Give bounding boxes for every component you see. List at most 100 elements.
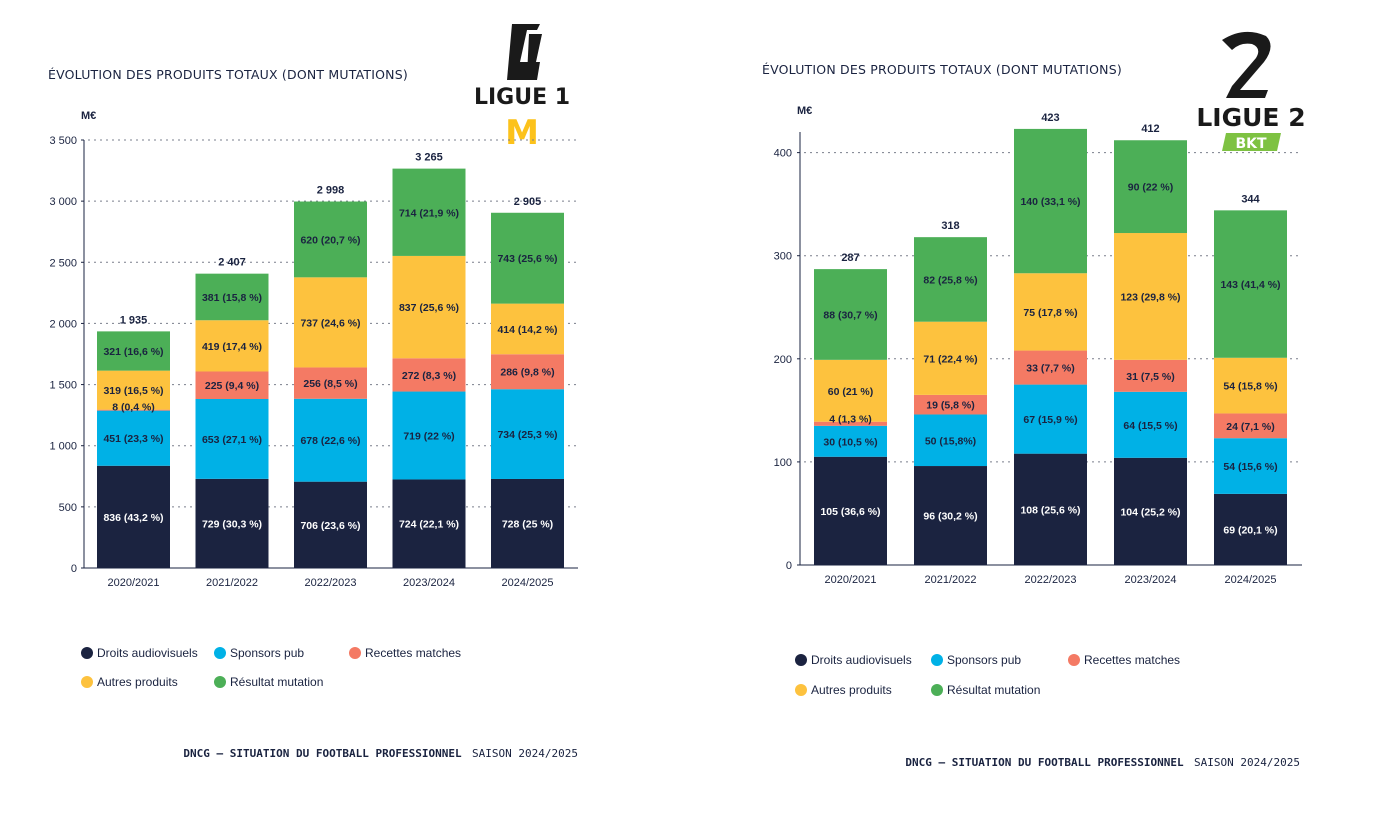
data-label-autres: 319 (16,5 %) [103, 385, 163, 397]
legend-ligue1: Droits audiovisuels Sponsors pub Recette… [81, 646, 461, 689]
y-axis-unit: M€ [81, 110, 96, 122]
bar-stack: 724 (22,1 %) 719 (22 %) 272 (8,3 %) 837 (25… [392, 152, 466, 589]
panel-ligue2: ÉVOLUTION DES PRODUITS TOTAUX (DONT MUTA… [762, 31, 1306, 769]
legend-label-recettes: Recettes matches [1084, 653, 1180, 667]
data-label-sponsors: 50 (15,8%) [925, 435, 976, 447]
data-label-resultat: 620 (20,7 %) [300, 234, 360, 246]
bar-segment-droits [1114, 457, 1187, 565]
y-tick-label: 0 [786, 560, 792, 572]
y-tick-label: 2 500 [49, 257, 77, 269]
bar-segment-autres [1014, 273, 1087, 351]
bar-segment-recettes [914, 394, 987, 415]
bar-segment-sponsors [294, 398, 367, 482]
bar-segment-recettes [1214, 413, 1287, 439]
bar-segment-autres [294, 277, 367, 368]
data-label-resultat: 90 (22 %) [1128, 182, 1174, 194]
data-label-recettes: 31 (7,5 %) [1126, 371, 1174, 383]
bar-segment-recettes [294, 367, 367, 399]
data-label-droits: 724 (22,1 %) [399, 519, 459, 531]
data-label-droits: 729 (30,3 %) [202, 518, 262, 530]
bar-segment-resultat [814, 269, 887, 360]
data-label-sponsors: 451 (23,3 %) [103, 433, 163, 445]
legend-label-autres: Autres produits [97, 675, 178, 689]
panel-ligue1: ÉVOLUTION DES PRODUITS TOTAUX (DONT MUTA… [48, 24, 578, 761]
legend-swatch-resultat [931, 684, 943, 696]
data-label-autres: 837 (25,6 %) [399, 302, 459, 314]
x-category-label: 2021/2022 [925, 574, 977, 586]
bar-stack: 836 (43,2 %) 451 (23,3 %) 8 (0,4 %) 319 (16… [97, 314, 170, 589]
data-label-resultat: 714 (21,9 %) [399, 207, 459, 219]
logo-sponsor-bkt-badge [1222, 133, 1281, 151]
bar-total-label: 1 935 [120, 314, 148, 326]
y-axis-unit: M€ [797, 105, 812, 117]
data-label-sponsors: 67 (15,9 %) [1023, 414, 1077, 426]
legend-item-droits: Droits audiovisuels [795, 653, 912, 667]
bar-segment-droits [814, 456, 887, 565]
data-label-recettes: 256 (8,5 %) [303, 378, 357, 390]
y-tick-label: 1 500 [49, 380, 77, 392]
logo-sponsor-bkt: BKT [1235, 136, 1267, 152]
bar-segment-resultat [392, 168, 466, 256]
logo-ligue1-text: LIGUE 1 [474, 85, 570, 110]
data-label-sponsors: 30 (10,5 %) [823, 436, 877, 448]
data-label-autres: 419 (17,4 %) [202, 341, 262, 353]
legend-label-recettes: Recettes matches [365, 646, 461, 660]
legend-label-autres: Autres produits [811, 683, 892, 697]
footer-ligue1: DNCG – SITUATION DU FOOTBALL PROFESSIONN… [183, 744, 578, 761]
x-category-label: 2024/2025 [502, 577, 554, 589]
bar-segment-autres [491, 303, 564, 355]
y-tick-label: 3 000 [49, 196, 77, 208]
bar-segment-sponsors [392, 391, 466, 480]
bar-segment-autres [814, 359, 887, 422]
bar-segment-droits [491, 478, 564, 568]
x-category-label: 2023/2024 [403, 577, 455, 589]
bar-segment-autres [195, 320, 269, 372]
bar-stack: 105 (36,6 %) 30 (10,5 %) 4 (1,3 %) 60 (21 %… [814, 252, 887, 586]
legend-item-resultat: Résultat mutation [214, 675, 323, 689]
data-label-autres: 60 (21 %) [828, 386, 874, 398]
data-label-resultat: 140 (33,1 %) [1020, 196, 1080, 208]
bar-total-label: 3 265 [415, 152, 443, 164]
x-category-label: 2020/2021 [825, 574, 877, 586]
legend-label-droits: Droits audiovisuels [97, 646, 198, 660]
data-label-autres: 71 (22,4 %) [923, 353, 977, 365]
bar-segment-recettes [814, 421, 887, 426]
x-category-label: 2022/2023 [1025, 574, 1077, 586]
legend-item-recettes: Recettes matches [1068, 653, 1180, 667]
x-category-label: 2023/2024 [1125, 574, 1177, 586]
footer-bold-text: DNCG – SITUATION DU FOOTBALL PROFESSIONN… [183, 747, 462, 760]
bar-segment-resultat [1114, 140, 1187, 234]
data-label-resultat: 743 (25,6 %) [497, 253, 557, 265]
data-label-sponsors: 64 (15,5 %) [1123, 420, 1177, 432]
y-tick-label: 2 000 [49, 318, 77, 330]
x-category-label: 2021/2022 [206, 577, 258, 589]
bar-segment-recettes [195, 371, 269, 400]
bar-segment-droits [97, 465, 170, 568]
y-tick-label: 300 [774, 251, 792, 263]
bar-total-label: 412 [1141, 123, 1159, 135]
data-label-sponsors: 734 (25,3 %) [497, 429, 557, 441]
bar-total-label: 2 905 [514, 196, 542, 208]
legend-item-droits: Droits audiovisuels [81, 646, 198, 660]
bar-stack: 729 (30,3 %) 653 (27,1 %) 225 (9,4 %) 419 (… [195, 257, 269, 589]
legend-ligue2: Droits audiovisuels Sponsors pub Recette… [795, 653, 1180, 697]
bar-segment-droits [1014, 453, 1087, 565]
bar-segment-droits [294, 481, 367, 568]
bar-segment-sponsors [1214, 438, 1287, 494]
bar-segment-resultat [294, 201, 367, 278]
data-label-droits: 706 (23,6 %) [300, 520, 360, 532]
legend-item-sponsors: Sponsors pub [214, 646, 304, 660]
plot-area-ligue2: 0 100 200 300 400 105 (36,6 %) 30 (10,5 %) 4 (1… [774, 112, 1302, 586]
legend-swatch-resultat [214, 676, 226, 688]
bar-stack: 706 (23,6 %) 678 (22,6 %) 256 (8,5 %) 737 (… [294, 184, 367, 589]
legend-label-droits: Droits audiovisuels [811, 653, 912, 667]
legend-item-sponsors: Sponsors pub [931, 653, 1021, 667]
bar-segment-sponsors [195, 399, 269, 479]
bar-segment-recettes [491, 354, 564, 390]
x-category-label: 2020/2021 [108, 577, 160, 589]
bar-segment-sponsors [491, 389, 564, 479]
legend-label-resultat: Résultat mutation [947, 683, 1040, 697]
legend-swatch-droits [795, 654, 807, 666]
legend-item-resultat: Résultat mutation [931, 683, 1040, 697]
data-label-autres: 123 (29,8 %) [1120, 291, 1180, 303]
